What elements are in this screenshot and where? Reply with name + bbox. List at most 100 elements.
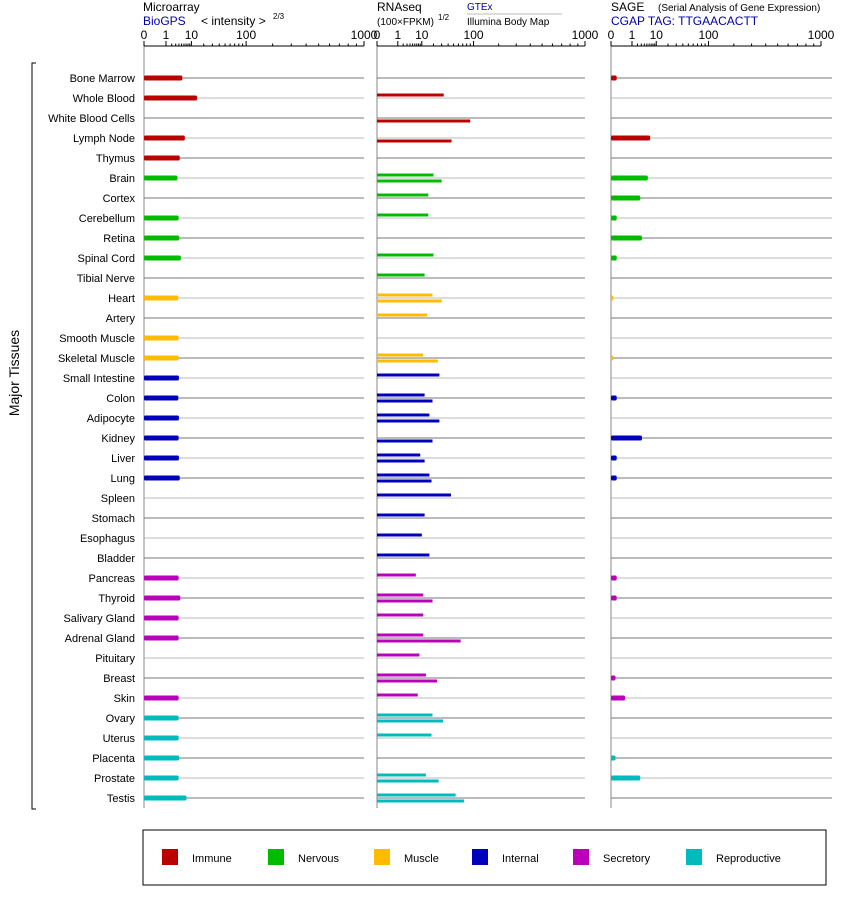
illumina-bar (377, 639, 461, 643)
gtex-bar (377, 93, 444, 97)
tick-label: 1000 (572, 28, 599, 42)
legend-swatch (573, 849, 589, 865)
microarray-bar (144, 155, 180, 161)
tick-label: 1000 (351, 28, 378, 42)
tissue-label: Skeletal Muscle (58, 353, 135, 365)
microarray-bar (144, 435, 179, 441)
tick-label: 0 (608, 28, 615, 42)
gtex-bar (377, 533, 422, 537)
microarray-bar (144, 355, 179, 361)
legend-label: Secretory (603, 853, 651, 865)
microarray-bar (144, 795, 187, 801)
illumina-bar (377, 599, 433, 603)
microarray-bar (144, 375, 179, 381)
tissue-label: Small Intestine (63, 373, 135, 385)
gtex-bar (377, 553, 430, 557)
tissue-label: Liver (111, 453, 135, 465)
illumina-bar (377, 419, 440, 423)
microarray-bar (144, 215, 179, 221)
tissue-label: Adrenal Gland (65, 633, 135, 645)
gtex-bar (377, 253, 434, 257)
tissue-label: Thymus (96, 153, 136, 165)
illumina-bar (377, 139, 452, 143)
sage-bar (611, 75, 617, 81)
illumina-bar (377, 299, 442, 303)
rnaseq-title: RNAseq (377, 0, 422, 14)
gtex-bar (377, 193, 429, 197)
gtex-bar (377, 633, 424, 637)
gtex-bar (377, 793, 456, 797)
microarray-bar (144, 595, 181, 601)
sage-bar (611, 255, 617, 261)
illumina-bar (377, 779, 439, 783)
legend-label: Nervous (298, 853, 339, 865)
gtex-legend-label: GTEx (467, 2, 493, 13)
tissue-label: Stomach (92, 513, 135, 525)
gtex-bar (377, 173, 434, 177)
tick-label: 10 (415, 28, 429, 42)
microarray-bar (144, 75, 183, 81)
tick-label: 1000 (808, 28, 835, 42)
illumina-bar (377, 119, 471, 123)
microarray-bar (144, 395, 179, 401)
legend-swatch (472, 849, 488, 865)
tissue-label: Adipocyte (87, 413, 135, 425)
grid-lines (144, 77, 832, 799)
microarray-metric: < intensity > (201, 14, 266, 28)
gtex-bar (377, 773, 426, 777)
microarray-bar (144, 715, 179, 721)
microarray-bar (144, 95, 198, 101)
microarray-title: Microarray (143, 0, 200, 14)
tissue-label: Esophagus (80, 533, 136, 545)
tick-label: 1 (163, 28, 170, 42)
gtex-bar (377, 513, 425, 517)
microarray-bar (144, 775, 179, 781)
tissue-label: White Blood Cells (48, 113, 135, 125)
legend: Immune Nervous Muscle Internal Secretory Repr… (162, 849, 781, 865)
illumina-bar (377, 399, 433, 403)
sage-tag: CGAP TAG: TTGAACACTT (611, 14, 759, 28)
gtex-bar (377, 273, 425, 277)
illumina-bar (377, 439, 433, 443)
legend-swatch (686, 849, 702, 865)
microarray-bar (144, 295, 179, 301)
sage-bar (611, 295, 614, 301)
tick-label: 100 (236, 28, 256, 42)
tissue-label: Kidney (101, 433, 135, 445)
illumina-bar (377, 479, 432, 483)
tissue-label: Pancreas (89, 573, 136, 585)
sage-bar (611, 475, 617, 481)
gtex-bar (377, 733, 432, 737)
legend-label: Muscle (404, 853, 439, 865)
sage-bar (611, 435, 642, 441)
tissue-label: Smooth Muscle (59, 333, 135, 345)
sage-bar (611, 775, 641, 781)
rnaseq-metric-exponent: 1/2 (438, 13, 450, 22)
microarray-bar (144, 635, 179, 641)
sage-bar (611, 215, 617, 221)
tissue-label: Skin (114, 693, 135, 705)
tissue-label: Spleen (101, 493, 135, 505)
gtex-bar (377, 573, 416, 577)
tissue-label: Uterus (103, 733, 136, 745)
legend-swatch (162, 849, 178, 865)
sage-bar (611, 755, 616, 761)
sage-bar (611, 355, 614, 361)
tick-label: 0 (141, 28, 148, 42)
tick-label: 10 (650, 28, 664, 42)
tick-label: 1 (394, 28, 401, 42)
tissue-label: Whole Blood (73, 93, 135, 105)
tissue-label: Cortex (103, 193, 136, 205)
sage-bar (611, 175, 648, 181)
microarray-bar (144, 755, 180, 761)
sage-bar (611, 135, 651, 141)
sage-bar (611, 195, 641, 201)
tissue-label: Brain (109, 173, 135, 185)
gtex-bar (377, 413, 430, 417)
sage-title: SAGE (611, 0, 644, 14)
legend-swatch (268, 849, 284, 865)
tissue-label: Tibial Nerve (77, 273, 135, 285)
gtex-bar (377, 693, 418, 697)
legend-swatch (374, 849, 390, 865)
microarray-bar (144, 455, 179, 461)
